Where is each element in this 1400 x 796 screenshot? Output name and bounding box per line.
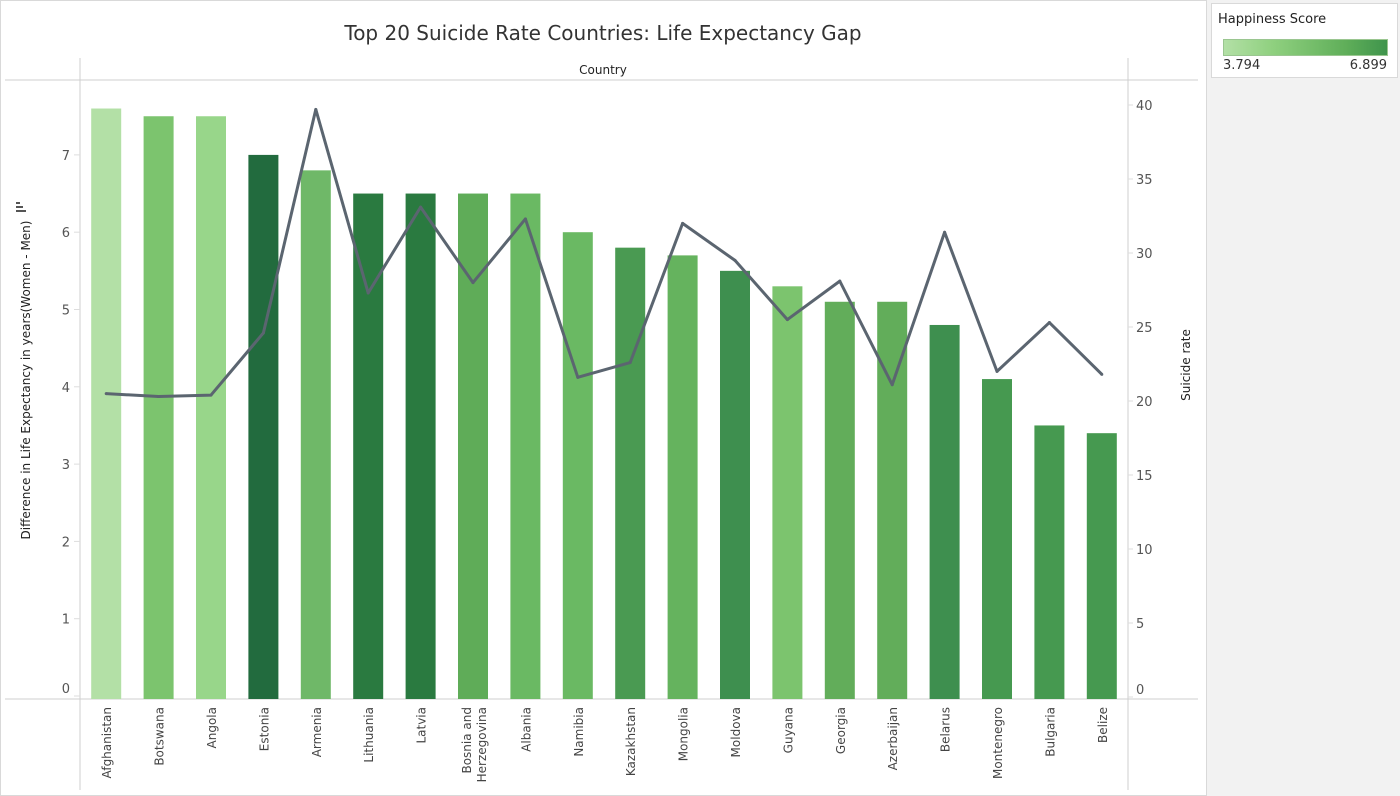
right-tick-label: 35	[1136, 173, 1153, 188]
category-label: Belarus	[939, 707, 953, 752]
bar-montenegro[interactable]	[982, 379, 1012, 699]
bar-guyana[interactable]	[772, 286, 803, 699]
legend-title: Happiness Score	[1218, 12, 1327, 27]
suicide-rate-point	[681, 221, 685, 225]
suicide-rate-point	[785, 318, 789, 322]
bar-latvia[interactable]	[405, 193, 436, 700]
category-label: Guyana	[781, 707, 795, 753]
bar-belize[interactable]	[1086, 433, 1117, 699]
left-tick-label: 4	[62, 381, 70, 396]
bar-mongolia[interactable]	[667, 255, 698, 699]
suicide-rate-point	[157, 395, 161, 399]
suicide-rate-point	[628, 361, 632, 365]
suicide-rate-point	[104, 392, 108, 396]
chart-title: Top 20 Suicide Rate Countries: Life Expe…	[343, 21, 861, 45]
bar-bulgaria[interactable]	[1034, 425, 1065, 699]
bar-lithuania[interactable]	[353, 193, 384, 700]
suicide-rate-point	[995, 369, 999, 373]
suicide-rate-point	[471, 281, 475, 285]
right-tick-label: 15	[1136, 469, 1153, 484]
suicide-rate-point	[209, 393, 213, 397]
category-label: Botswana	[153, 707, 167, 766]
category-label: Georgia	[834, 707, 848, 754]
right-tick-label: 25	[1136, 321, 1153, 336]
left-tick-label: 0	[62, 682, 70, 697]
suicide-rate-point	[523, 217, 527, 221]
suicide-rate-line	[106, 107, 1103, 399]
left-tick-label: 7	[62, 149, 70, 164]
bar-bosnia-and-herzegovina[interactable]	[458, 193, 488, 700]
category-label: Moldova	[729, 707, 743, 757]
category-label: Kazakhstan	[624, 707, 638, 776]
category-label: Armenia	[310, 707, 324, 757]
category-label: Lithuania	[362, 707, 376, 763]
bar-kazakhstan[interactable]	[615, 247, 646, 699]
left-tick-label: 3	[62, 458, 70, 473]
category-label: Bosnia and	[460, 707, 474, 774]
right-tick-label: 20	[1136, 395, 1153, 410]
bar-angola[interactable]	[196, 116, 226, 699]
category-label: Belize	[1096, 707, 1110, 743]
bar-belarus[interactable]	[929, 324, 960, 699]
right-axis-title: Suicide rate	[1179, 329, 1193, 401]
left-tick-label: 1	[62, 613, 70, 628]
suicide-rate-point	[1047, 321, 1051, 325]
category-label: Estonia	[257, 707, 271, 751]
legend-min: 3.794	[1223, 58, 1261, 73]
suicide-rate-point	[366, 291, 370, 295]
category-label: Herzegovina	[475, 707, 489, 782]
category-label: Afghanistan	[100, 707, 114, 778]
right-tick-label: 40	[1136, 99, 1153, 114]
right-tick-label: 10	[1136, 543, 1153, 558]
bar-albania[interactable]	[510, 193, 541, 700]
suicide-rate-point	[576, 375, 580, 379]
bar-botswana[interactable]	[143, 116, 174, 699]
suicide-rate-point	[890, 383, 894, 387]
bar-armenia[interactable]	[300, 170, 331, 700]
category-label: Mongolia	[677, 707, 691, 761]
bar-estonia[interactable]	[248, 154, 279, 699]
bar-afghanistan[interactable]	[91, 108, 122, 699]
left-axis-title: Difference in Life Expectancy in years(W…	[19, 221, 33, 540]
left-tick-label: 6	[62, 226, 70, 241]
left-tick-label: 5	[62, 304, 70, 319]
category-label: Angola	[205, 707, 219, 748]
right-tick-label: 0	[1136, 683, 1144, 698]
happiness-legend[interactable]: Happiness Score 3.794 6.899	[1211, 3, 1398, 78]
category-label: Bulgaria	[1043, 707, 1057, 757]
bar-namibia[interactable]	[562, 232, 593, 699]
category-label: Namibia	[572, 707, 586, 757]
column-header: Country	[579, 63, 627, 77]
bar-moldova[interactable]	[720, 270, 750, 699]
category-label: Azerbaijan	[886, 707, 900, 770]
right-tick-label: 5	[1136, 617, 1144, 632]
suicide-rate-point	[733, 258, 737, 262]
suicide-rate-point	[314, 107, 318, 111]
right-tick-label: 30	[1136, 247, 1153, 262]
category-label: Albania	[519, 707, 533, 752]
legend-color-ramp	[1223, 39, 1388, 56]
category-label: Latvia	[415, 707, 429, 744]
suicide-rate-point	[1100, 372, 1104, 376]
left-tick-label: 2	[62, 535, 70, 550]
suicide-rate-point	[838, 279, 842, 283]
legend-max: 6.899	[1349, 58, 1387, 73]
suicide-rate-point	[943, 230, 947, 234]
sort-icon[interactable]	[16, 202, 26, 212]
suicide-rate-point	[261, 331, 265, 335]
bar-georgia[interactable]	[824, 301, 855, 699]
category-label: Montenegro	[991, 707, 1005, 779]
suicide-rate-point	[419, 205, 423, 209]
